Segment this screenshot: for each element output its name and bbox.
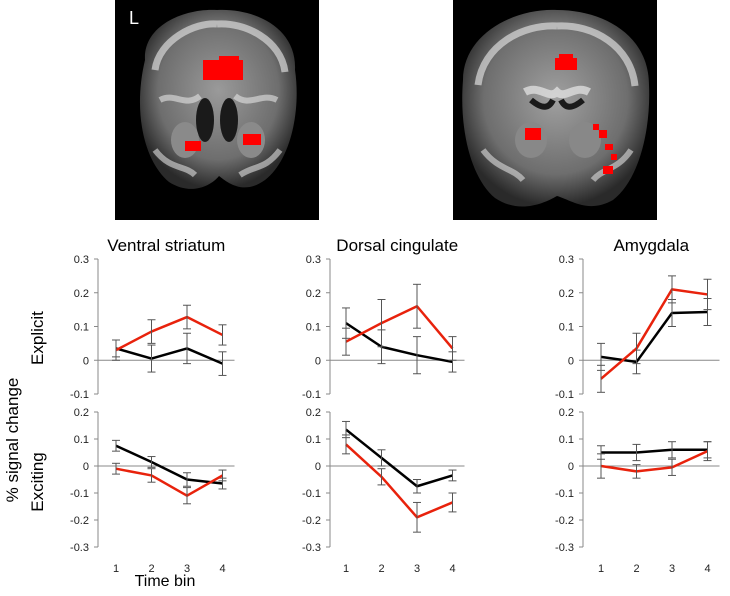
coronal-brain-slice-posterior-icon <box>462 9 650 207</box>
y-tick-label: 0.3 <box>74 254 89 266</box>
coronal-brain-slice-anterior-icon <box>139 9 297 189</box>
y-tick-label: 0.1 <box>559 322 574 334</box>
chart-panel: Amygdala 0.3 0.2 0.1 0 -0.1 <box>555 236 720 401</box>
series-line-black <box>601 448 708 454</box>
hemisphere-label: L <box>129 8 140 28</box>
series-line-black <box>115 444 223 485</box>
y-tick-label: 0.3 <box>306 254 321 266</box>
y-tick-label: 0 <box>315 355 321 367</box>
chart-panel: 0.2 0.1 0 -0.1 -0.2 -0.3 1 2 3 4 <box>70 407 235 575</box>
y-tick-label: 0.2 <box>559 407 574 419</box>
y-tick-label: -0.1 <box>555 488 574 500</box>
y-tick-label: -0.3 <box>302 542 321 554</box>
y-tick-label: -0.2 <box>302 515 321 527</box>
series-line-black <box>345 322 453 364</box>
y-tick-label: 0 <box>83 461 89 473</box>
chart-panel: 0.2 0.1 0 -0.1 -0.2 -0.3 1 2 3 4 <box>555 407 720 575</box>
series-line-red <box>600 288 708 380</box>
y-tick-label: 0.2 <box>74 288 89 300</box>
y-tick-label: 0 <box>568 461 574 473</box>
y-tick-label: 0.3 <box>559 254 574 266</box>
x-tick-label: 1 <box>113 563 119 575</box>
chart-panel: 0.2 0.1 0 -0.1 -0.2 -0.3 1 2 3 4 <box>302 407 465 575</box>
x-axis-label: Time bin <box>135 573 196 590</box>
y-tick-label: -0.3 <box>555 542 574 554</box>
x-tick-label: 3 <box>414 563 420 575</box>
y-tick-label: -0.3 <box>70 542 89 554</box>
x-tick-label: 3 <box>669 563 675 575</box>
y-tick-label: 0.1 <box>559 434 574 446</box>
series-line-black <box>600 310 708 364</box>
y-tick-label: -0.1 <box>555 389 574 401</box>
y-tick-label: 0.2 <box>306 288 321 300</box>
y-tick-label: -0.1 <box>70 389 89 401</box>
x-tick-label: 2 <box>148 563 154 575</box>
row-label-explicit: Explicit <box>28 311 47 365</box>
chart-title: Dorsal cingulate <box>336 236 458 255</box>
series-line-black <box>115 347 223 365</box>
y-tick-label: -0.1 <box>302 488 321 500</box>
series-line-black <box>345 428 453 488</box>
y-tick-label: -0.2 <box>70 515 89 527</box>
y-tick-label: 0.2 <box>306 407 321 419</box>
x-tick-label: 1 <box>598 563 604 575</box>
y-tick-label: 0 <box>315 461 321 473</box>
x-tick-label: 4 <box>219 563 225 575</box>
chart-panel: Dorsal cingulate 0.3 0.2 0.1 0 -0.1 <box>302 236 465 401</box>
x-tick-label: 4 <box>704 563 710 575</box>
x-tick-label: 3 <box>184 563 190 575</box>
y-axis-label: % signal change <box>3 378 22 503</box>
y-tick-label: 0.1 <box>74 322 89 334</box>
y-tick-label: 0 <box>568 355 574 367</box>
series-line-red <box>115 467 224 497</box>
x-tick-label: 2 <box>633 563 639 575</box>
y-tick-label: -0.1 <box>302 389 321 401</box>
y-tick-label: 0 <box>83 355 89 367</box>
series-line-red <box>115 315 224 352</box>
series-line-red <box>600 450 709 473</box>
x-tick-label: 2 <box>378 563 384 575</box>
brain-slice-left: L <box>115 0 319 220</box>
chart-title: Amygdala <box>613 236 689 255</box>
y-tick-label: 0.2 <box>74 407 89 419</box>
series-line-red <box>345 305 454 350</box>
chart-title: Ventral striatum <box>107 236 225 255</box>
y-tick-label: 0.1 <box>74 434 89 446</box>
y-tick-label: 0.2 <box>559 288 574 300</box>
series-line-red <box>345 443 453 519</box>
x-tick-label: 1 <box>343 563 349 575</box>
y-tick-label: 0.1 <box>306 434 321 446</box>
y-tick-label: 0.1 <box>306 322 321 334</box>
chart-panel: Ventral striatum 0.3 0.2 0.1 0 -0.1 <box>70 236 235 401</box>
x-tick-label: 4 <box>449 563 455 575</box>
y-tick-label: -0.1 <box>70 488 89 500</box>
row-label-exciting: Exciting <box>28 452 47 512</box>
brain-slice-right <box>453 0 657 220</box>
y-tick-label: -0.2 <box>555 515 574 527</box>
